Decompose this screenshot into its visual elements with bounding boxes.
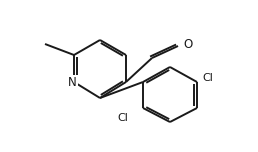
Text: Cl: Cl [202, 73, 213, 83]
Text: Cl: Cl [117, 113, 128, 123]
Text: O: O [183, 38, 192, 50]
Text: N: N [68, 76, 77, 88]
